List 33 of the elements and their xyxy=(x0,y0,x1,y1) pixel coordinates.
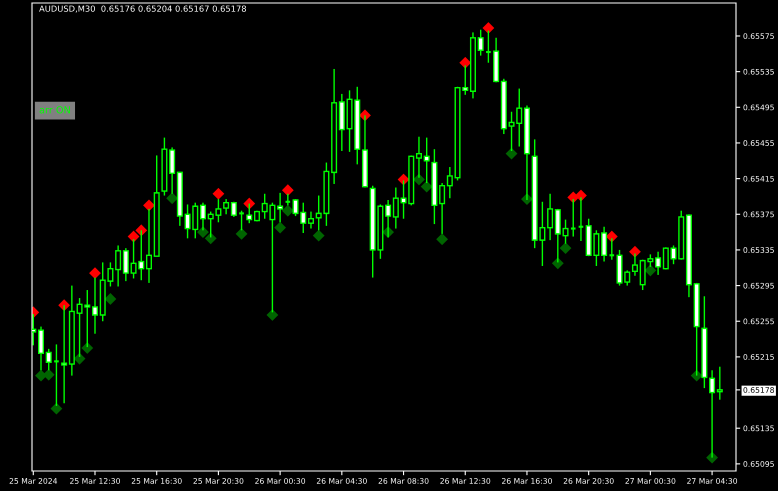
point xyxy=(312,230,325,242)
point xyxy=(274,222,286,234)
point xyxy=(644,264,656,276)
candlestick xyxy=(485,30,492,64)
candlestick xyxy=(61,304,68,404)
point xyxy=(575,190,587,202)
point xyxy=(236,228,248,240)
point xyxy=(420,180,433,193)
point xyxy=(104,293,116,305)
candlestick xyxy=(53,344,60,407)
point xyxy=(143,199,155,212)
point xyxy=(629,246,641,258)
point xyxy=(212,188,224,200)
candlestick xyxy=(238,210,245,232)
point xyxy=(436,233,448,246)
candlestick xyxy=(716,366,723,400)
point xyxy=(606,230,618,242)
point xyxy=(89,267,101,279)
candlestick xyxy=(292,198,299,217)
point xyxy=(81,342,94,354)
point xyxy=(282,184,294,196)
point xyxy=(506,148,518,160)
point xyxy=(128,230,140,242)
candlestick xyxy=(230,201,237,218)
candlestick xyxy=(578,196,584,242)
point xyxy=(560,242,572,254)
point xyxy=(482,22,494,34)
point xyxy=(282,204,294,217)
point xyxy=(50,402,62,414)
point xyxy=(197,226,209,238)
point xyxy=(166,192,178,204)
annotation: arr ON xyxy=(40,106,70,114)
chart-title: AUDUSD,M30 0.65176 0.65204 0.65167 0.65178 xyxy=(39,5,246,13)
